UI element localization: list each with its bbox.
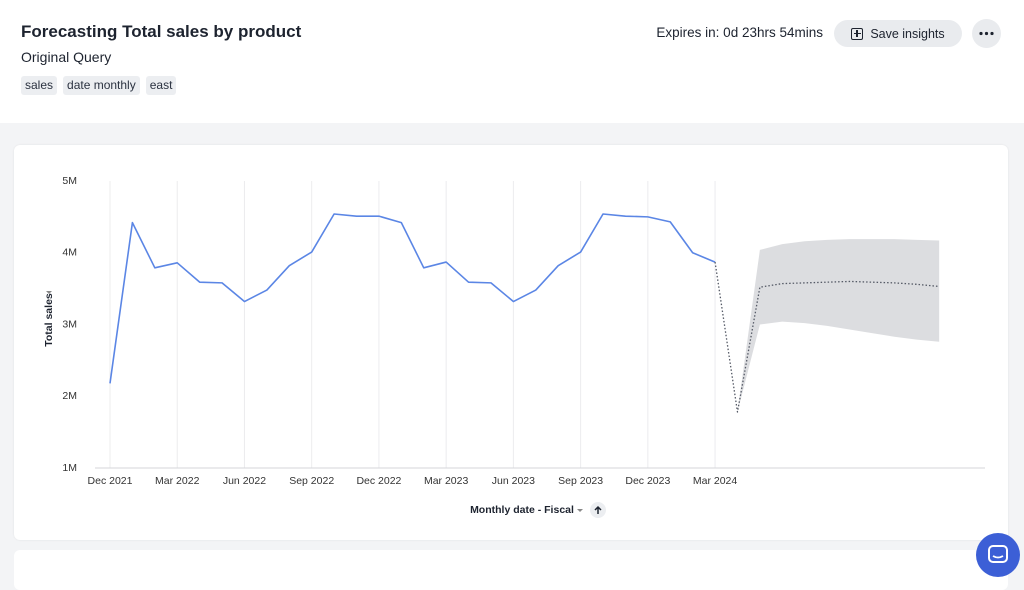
x-tick-label: Sep 2023 bbox=[558, 475, 603, 487]
y-axis-title[interactable]: Total sales bbox=[43, 293, 55, 347]
line-series bbox=[109, 213, 716, 384]
sort-arrow bbox=[594, 505, 602, 514]
chip[interactable]: sales bbox=[21, 76, 58, 95]
plus-icon bbox=[851, 27, 864, 40]
title: Forecasting Total sales by product bbox=[21, 22, 302, 41]
y-tick-label: 5M bbox=[62, 175, 77, 187]
y-tick-label: 4M bbox=[62, 247, 77, 259]
chip[interactable]: date monthly bbox=[63, 76, 140, 95]
chart-card bbox=[14, 145, 1008, 540]
save-button[interactable]: Save insights bbox=[834, 20, 962, 47]
chips: sales date monthly east bbox=[21, 76, 177, 95]
forecast-band bbox=[737, 239, 940, 413]
chat-icon bbox=[988, 545, 1008, 563]
x-tick-label: Sep 2022 bbox=[289, 475, 334, 487]
subtitle: Original Query bbox=[21, 49, 112, 65]
y-tick-label: 1M bbox=[62, 462, 77, 474]
x-tick-label: Mar 2023 bbox=[424, 475, 469, 487]
x-tick-label: Mar 2024 bbox=[693, 475, 738, 487]
y-tick-label: 3M bbox=[62, 318, 77, 330]
header: Forecasting Total sales by product Origi… bbox=[0, 0, 1024, 123]
x-tick-label: Dec 2022 bbox=[356, 475, 401, 487]
x-tick-label: Dec 2023 bbox=[625, 475, 670, 487]
x-tick-label: Dec 2021 bbox=[88, 475, 133, 487]
x-tick-label: Mar 2022 bbox=[155, 475, 200, 487]
expires: Expires in: 0d 23hrs 54mins bbox=[656, 25, 823, 40]
line-series bbox=[714, 261, 940, 413]
more-button[interactable] bbox=[972, 19, 1001, 48]
x-tick-label: Jun 2023 bbox=[492, 475, 535, 487]
x-axis-title[interactable]: Monthly date - Fiscal bbox=[470, 504, 574, 516]
x-tick-label: Jun 2022 bbox=[223, 475, 266, 487]
x-caret bbox=[577, 509, 583, 512]
chat-button[interactable] bbox=[976, 533, 1020, 577]
save-label: Save insights bbox=[870, 26, 945, 41]
y-tick-label: 2M bbox=[62, 390, 77, 402]
chip[interactable]: east bbox=[145, 76, 177, 95]
y-caret bbox=[46, 291, 52, 294]
more-icon bbox=[979, 31, 994, 36]
